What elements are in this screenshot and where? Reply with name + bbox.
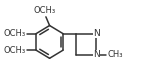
Text: N: N: [93, 50, 100, 59]
Text: OCH₃: OCH₃: [4, 46, 26, 55]
Text: CH₃: CH₃: [107, 50, 123, 59]
Text: N: N: [93, 29, 100, 38]
Text: OCH₃: OCH₃: [34, 6, 56, 15]
Text: OCH₃: OCH₃: [4, 29, 26, 38]
